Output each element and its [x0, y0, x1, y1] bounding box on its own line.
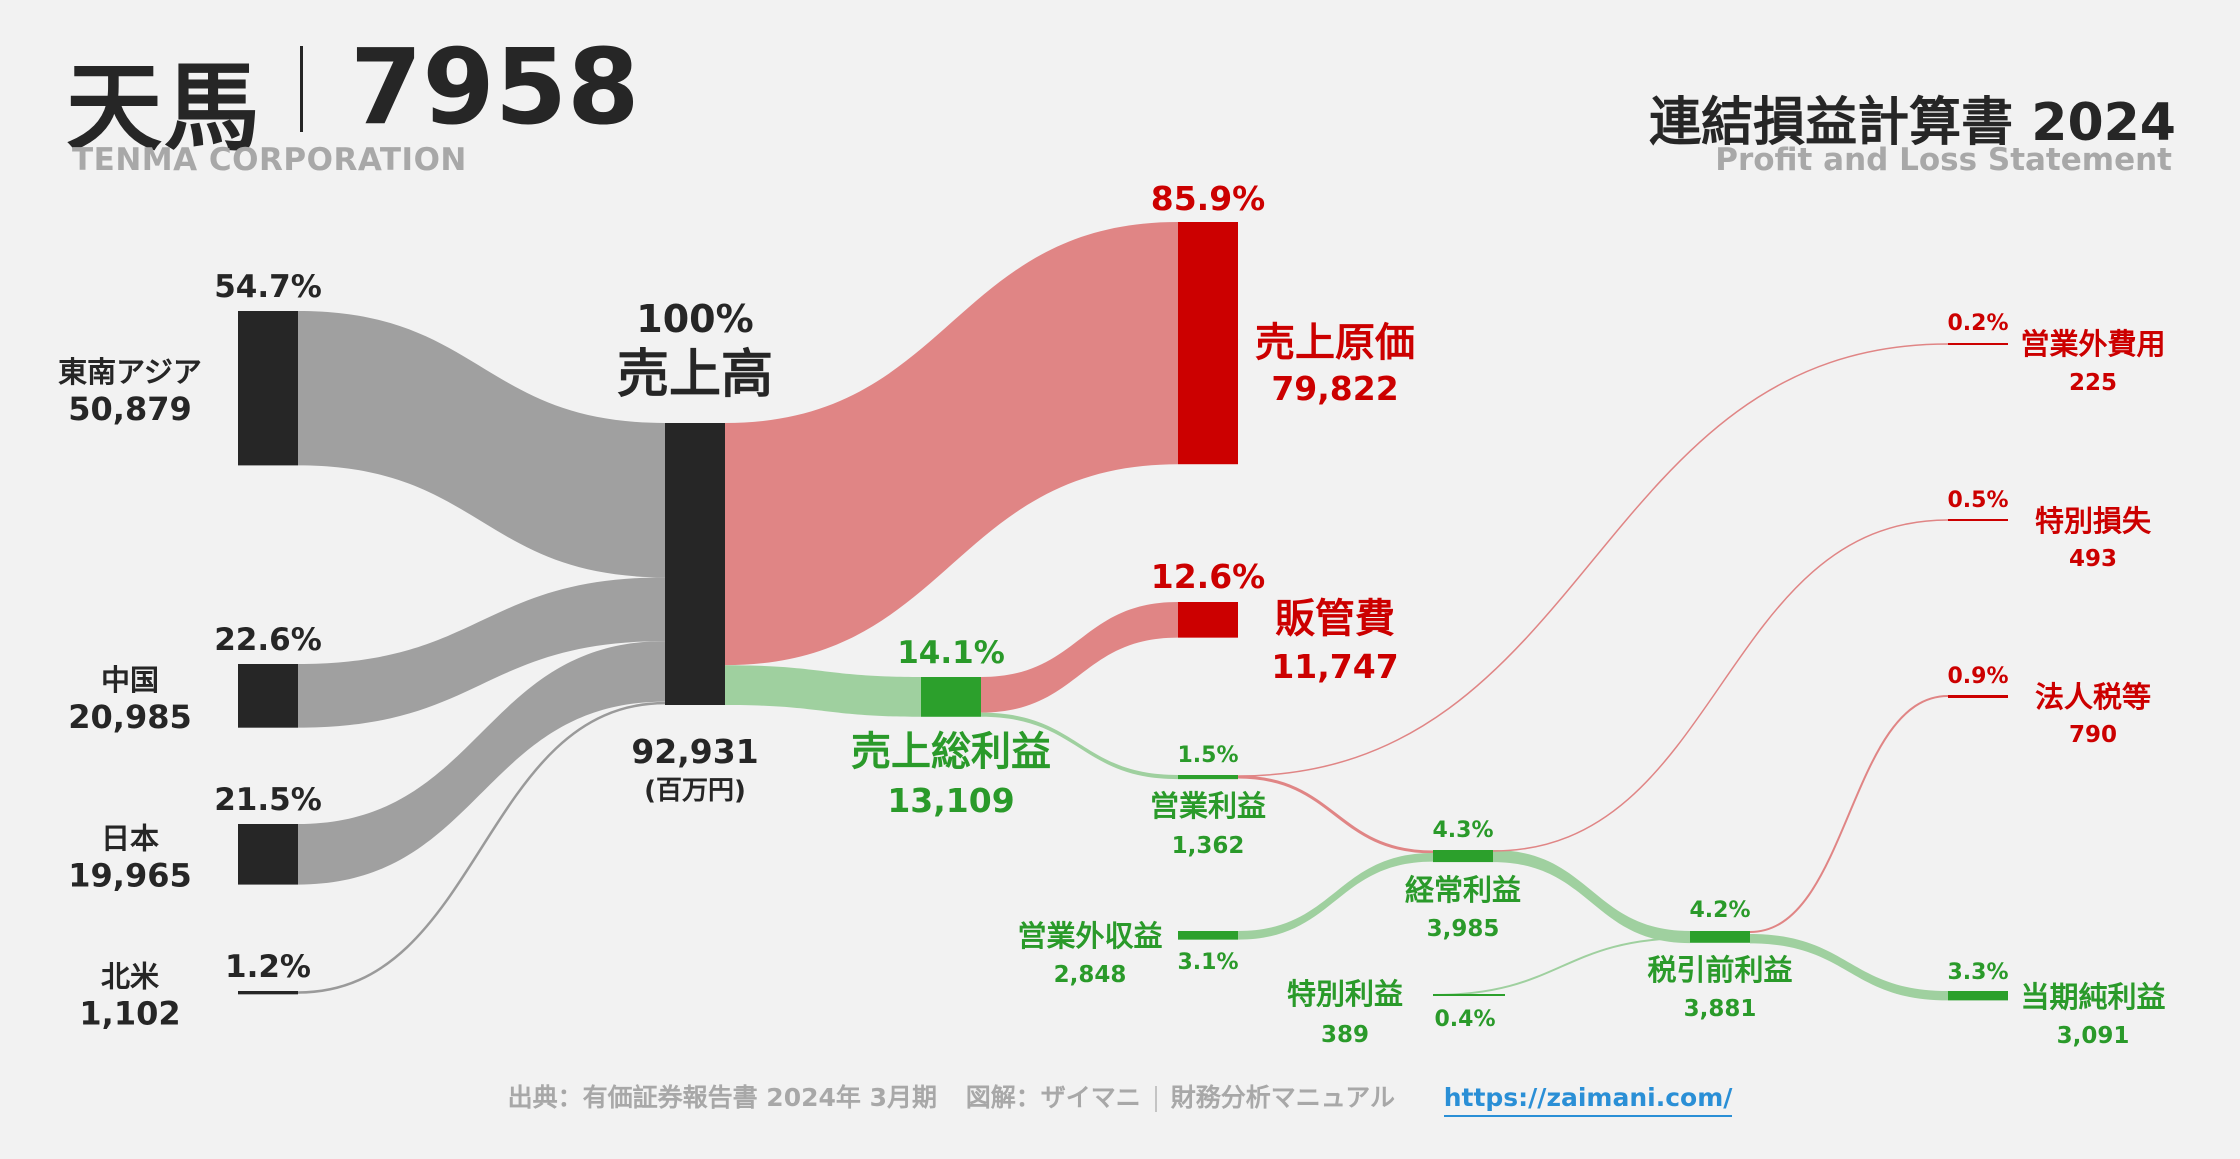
gross-profit-flow	[725, 665, 921, 717]
ordinary-income-name: 経常利益	[1405, 873, 1521, 907]
operating-income-node	[1178, 775, 1238, 780]
segment-flow-3	[297, 701, 666, 994]
site-url-link[interactable]: https://zaimani.com/	[1443, 1083, 1733, 1117]
sga-node	[1178, 602, 1238, 638]
non-operating-income-name: 営業外収益	[1017, 919, 1162, 953]
net-income-pct: 3.3%	[1947, 960, 2008, 985]
cost-of-sales-node	[1178, 222, 1238, 465]
segment-node-3	[238, 991, 298, 995]
footer-divider	[1154, 1086, 1157, 1112]
segment-value-3: 1,102	[79, 995, 180, 1033]
revenue-value: 92,931	[631, 732, 758, 771]
segment-node-0	[238, 311, 298, 466]
operating-to-ordinary-flow	[1237, 775, 1434, 854]
ordinary-income-value: 3,985	[1427, 916, 1500, 942]
cost-of-sales-value: 79,822	[1271, 369, 1398, 408]
ticker-code: 7958	[350, 26, 640, 148]
sga-pct: 12.6%	[1151, 557, 1266, 596]
site-name: 財務分析マニュアル	[1170, 1083, 1395, 1112]
revenue-pct: 100%	[636, 297, 753, 341]
non-operating-expense-value: 225	[2069, 370, 2117, 396]
ordinary-income-pct: 4.3%	[1432, 818, 1493, 843]
cost-of-sales-flow	[725, 222, 1178, 666]
sga-flow	[981, 602, 1178, 713]
sga-value: 11,747	[1271, 647, 1398, 686]
gross-profit-pct: 14.1%	[897, 635, 1005, 671]
segment-node-2	[238, 824, 298, 885]
operating-income-pct: 1.5%	[1177, 743, 1238, 768]
non-operating-income-pct: 3.1%	[1177, 950, 1238, 975]
extraordinary-income-value: 389	[1321, 1022, 1369, 1048]
operating-income-value: 1,362	[1172, 833, 1245, 859]
segment-name-2: 日本	[101, 821, 159, 855]
segment-name-1: 中国	[101, 663, 159, 697]
gross-profit-node	[921, 677, 981, 717]
extraordinary-loss-name: 特別損失	[2035, 504, 2152, 538]
income-tax-value: 790	[2069, 722, 2117, 748]
net-income-flow	[1750, 934, 1948, 1001]
sga-name: 販管費	[1275, 596, 1395, 642]
segment-flow-1	[298, 577, 665, 728]
segment-value-0: 50,879	[68, 390, 191, 428]
footer: 出典：有価証券報告書 2024年 3月期 図解：ザイマニ 財務分析マニュアル ht…	[0, 1078, 2240, 1117]
revenue-unit: (百万円)	[644, 776, 746, 806]
income-tax-name: 法人税等	[2035, 680, 2151, 714]
revenue-name: 売上高	[617, 345, 773, 405]
pretax-income-pct: 4.2%	[1689, 898, 1750, 923]
segment-flow-2	[298, 641, 665, 885]
net-income-value: 3,091	[2057, 1023, 2130, 1049]
non-operating-income-value: 2,848	[1054, 962, 1127, 988]
segment-name-0: 東南アジア	[58, 355, 202, 389]
net-income-name: 当期純利益	[2020, 980, 2165, 1014]
income-tax-node	[1948, 695, 2008, 698]
segment-value-1: 20,985	[68, 698, 191, 736]
non-operating-expense-pct: 0.2%	[1947, 311, 2008, 336]
segment-node-1	[238, 664, 298, 728]
illustration-credit: 図解：ザイマニ	[965, 1083, 1141, 1112]
extraordinary-income-name: 特別利益	[1287, 977, 1403, 1011]
operating-income-name: 営業利益	[1150, 789, 1266, 823]
gross-profit-value: 13,109	[887, 781, 1014, 820]
gross-profit-name: 売上総利益	[851, 729, 1051, 775]
extraordinary-loss-node	[1948, 519, 2008, 521]
statement-title: 連結損益計算書 2024	[1649, 93, 2176, 153]
segment-value-2: 19,965	[68, 856, 191, 894]
extraordinary-loss-value: 493	[2069, 546, 2117, 572]
revenue-node	[665, 423, 725, 705]
company-name: 天馬	[66, 52, 262, 164]
non-operating-expense-name: 営業外費用	[2020, 327, 2165, 361]
segment-pct-1: 22.6%	[214, 622, 322, 658]
income-tax-pct: 0.9%	[1947, 664, 2008, 689]
operating-income-flow	[981, 712, 1178, 780]
non-operating-expense-flow	[1237, 343, 1949, 777]
pretax-income-value: 3,881	[1684, 996, 1757, 1022]
segment-pct-2: 21.5%	[214, 782, 322, 818]
ordinary-to-pretax-flow	[1493, 850, 1690, 944]
extraordinary-loss-pct: 0.5%	[1947, 488, 2008, 513]
title-divider	[300, 46, 303, 132]
statement-english-title: Profit and Loss Statement	[1715, 142, 2172, 178]
non-operating-expense-node	[1948, 343, 2008, 345]
segment-name-3: 北米	[101, 960, 159, 994]
extraordinary-income-flow	[1432, 937, 1691, 996]
net-income-node	[1948, 991, 2008, 1001]
source-note: 出典：有価証券報告書 2024年 3月期	[507, 1083, 937, 1112]
non-operating-income-flow	[1238, 853, 1433, 940]
income-tax-flow	[1749, 695, 1949, 933]
segment-pct-3: 1.2%	[225, 949, 311, 985]
cost-of-sales-name: 売上原価	[1255, 320, 1415, 366]
ordinary-income-node	[1433, 850, 1493, 863]
pretax-income-name: 税引前利益	[1647, 953, 1792, 987]
extraordinary-loss-flow	[1492, 519, 1949, 852]
cost-of-sales-pct: 85.9%	[1151, 179, 1266, 218]
segment-pct-0: 54.7%	[214, 269, 322, 305]
extraordinary-income-pct: 0.4%	[1434, 1007, 1495, 1032]
pretax-income-node	[1690, 931, 1750, 943]
non-operating-income-node	[1178, 931, 1238, 940]
segment-flow-0	[298, 311, 665, 578]
company-english-name: TENMA CORPORATION	[72, 142, 467, 178]
